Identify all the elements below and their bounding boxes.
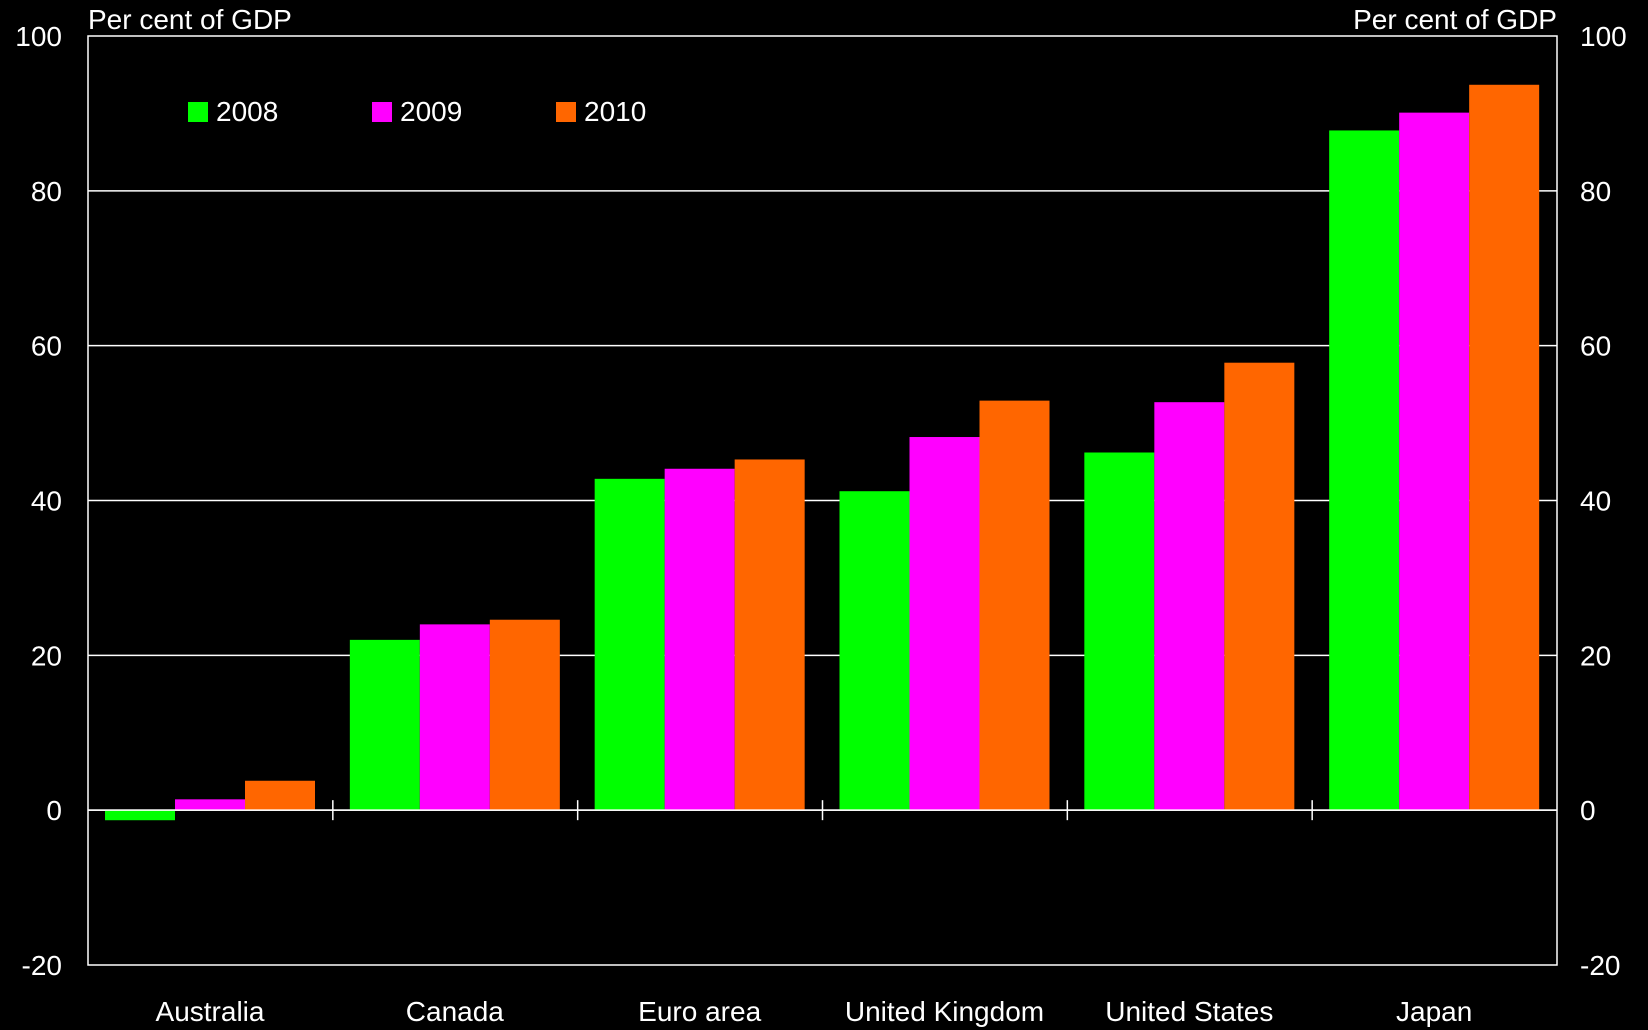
bar [839,491,910,811]
bar [979,400,1050,811]
y-tick-label-left: 20 [31,640,62,671]
bar [1084,452,1155,811]
y-tick-label-left: -20 [22,950,62,981]
bar [664,468,735,811]
legend: 2008 2009 2010 [188,96,646,127]
x-tick-label: Euro area [638,996,761,1027]
axes: -20 -20 0 0 20 20 40 40 60 60 80 80 100 100 Australia C… [15,21,1626,1027]
bar [734,459,805,811]
bar [175,799,245,811]
bar [1224,362,1295,811]
x-tick-label: Canada [406,996,505,1027]
bar [245,780,315,811]
bar [1329,130,1400,811]
bar [1399,112,1470,811]
y-tick-label-right: 80 [1580,176,1611,207]
bar [105,810,175,821]
y-tick-label-left: 80 [31,176,62,207]
bar [1469,84,1540,811]
y-tick-label-right: 20 [1580,640,1611,671]
y-tick-label-left: 40 [31,486,62,517]
x-tick-label: Japan [1396,996,1472,1027]
x-tick-label: United States [1105,996,1273,1027]
y-tick-label-left: 100 [15,21,62,52]
y-tick-label-left: 60 [31,331,62,362]
y-tick-label-right: 0 [1580,795,1596,826]
bar [594,478,665,811]
y-tick-label-right: 60 [1580,331,1611,362]
plot-frame [87,35,1558,966]
legend-swatch [556,102,576,122]
bar [1154,402,1225,811]
legend-swatch [372,102,392,122]
legend-label: 2010 [584,96,646,127]
y-tick-label-right: 40 [1580,486,1611,517]
bars [105,84,1540,821]
bar [419,624,490,811]
x-tick-label: United Kingdom [845,996,1044,1027]
bar [909,437,980,811]
legend-swatch [188,102,208,122]
y-axis-label-right: Per cent of GDP [1353,4,1557,35]
y-tick-label-right: 100 [1580,21,1627,52]
bar [489,619,560,811]
bar [349,639,420,811]
legend-label: 2009 [400,96,462,127]
y-tick-label-right: -20 [1580,950,1620,981]
y-tick-label-left: 0 [46,795,62,826]
x-tick-label: Australia [156,996,265,1027]
legend-label: 2008 [216,96,278,127]
y-axis-label-left: Per cent of GDP [88,4,292,35]
